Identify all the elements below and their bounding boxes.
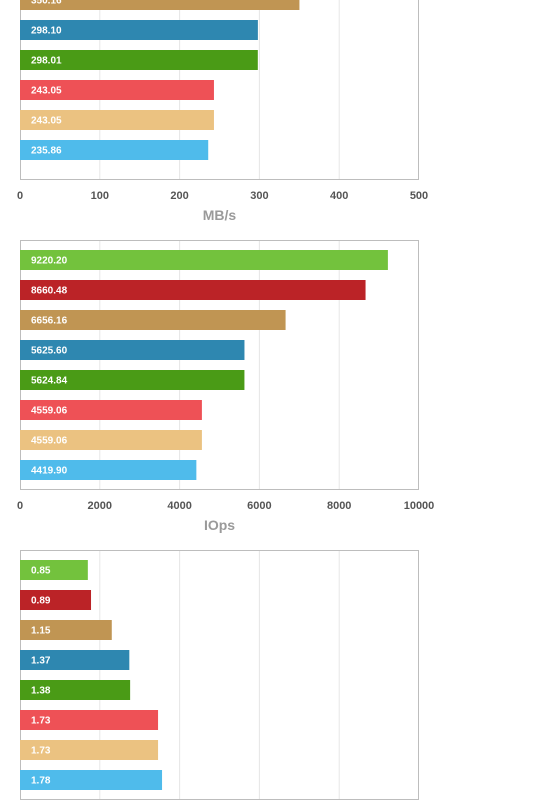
bar — [20, 680, 131, 700]
bar-value-label: 243.05 — [31, 116, 62, 127]
x-tick-label: 500 — [410, 190, 428, 202]
bar — [20, 590, 92, 610]
bar-value-label: 4559.06 — [31, 406, 68, 417]
chart-latency: 0.85 0.89 1.15 1.37 1.38 1.73 1.73 1.78 — [20, 550, 419, 800]
bar — [20, 740, 159, 760]
bar-value-label: 5624.84 — [31, 376, 68, 387]
x-tick-label: 300 — [250, 190, 268, 202]
bar — [20, 0, 300, 10]
bar-value-label: 8660.48 — [31, 286, 68, 297]
bar — [20, 80, 214, 100]
x-axis-title: IOps — [204, 517, 235, 533]
bar-value-label: 235.86 — [31, 146, 62, 157]
bar — [20, 710, 159, 730]
bar — [20, 340, 245, 360]
x-tick-label: 0 — [17, 500, 23, 512]
bar-value-label: 1.73 — [31, 746, 51, 757]
bar-value-label: 243.05 — [31, 86, 62, 97]
bar-value-label: 350.16 — [31, 0, 62, 7]
bar-value-label: 0.85 — [31, 566, 51, 577]
bar-value-label: 0.89 — [31, 596, 51, 607]
bar-value-label: 1.73 — [31, 716, 51, 727]
bar — [20, 110, 214, 130]
x-axis-title: MB/s — [203, 207, 237, 223]
bar — [20, 370, 245, 390]
bar — [20, 430, 202, 450]
bar — [20, 140, 209, 160]
bar-value-label: 9220.20 — [31, 256, 68, 267]
plot-frame — [20, 0, 419, 180]
bar — [20, 460, 197, 480]
bar — [20, 770, 163, 790]
bar — [20, 280, 366, 300]
x-tick-label: 4000 — [167, 500, 191, 512]
bar-value-label: 5625.60 — [31, 346, 68, 357]
x-tick-label: 10000 — [404, 500, 435, 512]
bar — [20, 620, 112, 640]
x-tick-label: 100 — [91, 190, 109, 202]
chart-mbps: 350.16 298.10 298.01 243.05 243.05 235.86 0 100… — [17, 0, 428, 223]
plot-frame — [20, 240, 419, 490]
bar — [20, 310, 286, 330]
chart-iops: 9220.20 8660.48 6656.16 5625.60 5624.84 4559.… — [17, 240, 434, 533]
plot-frame — [20, 550, 419, 800]
bar — [20, 20, 258, 40]
bar — [20, 560, 88, 580]
bar-value-label: 4419.90 — [31, 466, 68, 477]
bar-value-label: 298.10 — [31, 26, 62, 37]
bar-value-label: 4559.06 — [31, 436, 68, 447]
bar — [20, 650, 130, 670]
x-tick-label: 2000 — [88, 500, 112, 512]
bar — [20, 400, 202, 420]
bar — [20, 50, 258, 70]
x-tick-label: 200 — [170, 190, 188, 202]
bar — [20, 250, 388, 270]
bar-value-label: 1.38 — [31, 686, 51, 697]
x-tick-label: 6000 — [247, 500, 271, 512]
bar-value-label: 1.37 — [31, 656, 51, 667]
bar-value-label: 6656.16 — [31, 316, 68, 327]
bar-value-label: 1.15 — [31, 626, 51, 637]
bar-value-label: 298.01 — [31, 56, 62, 67]
x-tick-label: 0 — [17, 190, 23, 202]
x-tick-label: 8000 — [327, 500, 351, 512]
x-tick-label: 400 — [330, 190, 348, 202]
bar-value-label: 1.78 — [31, 776, 51, 787]
